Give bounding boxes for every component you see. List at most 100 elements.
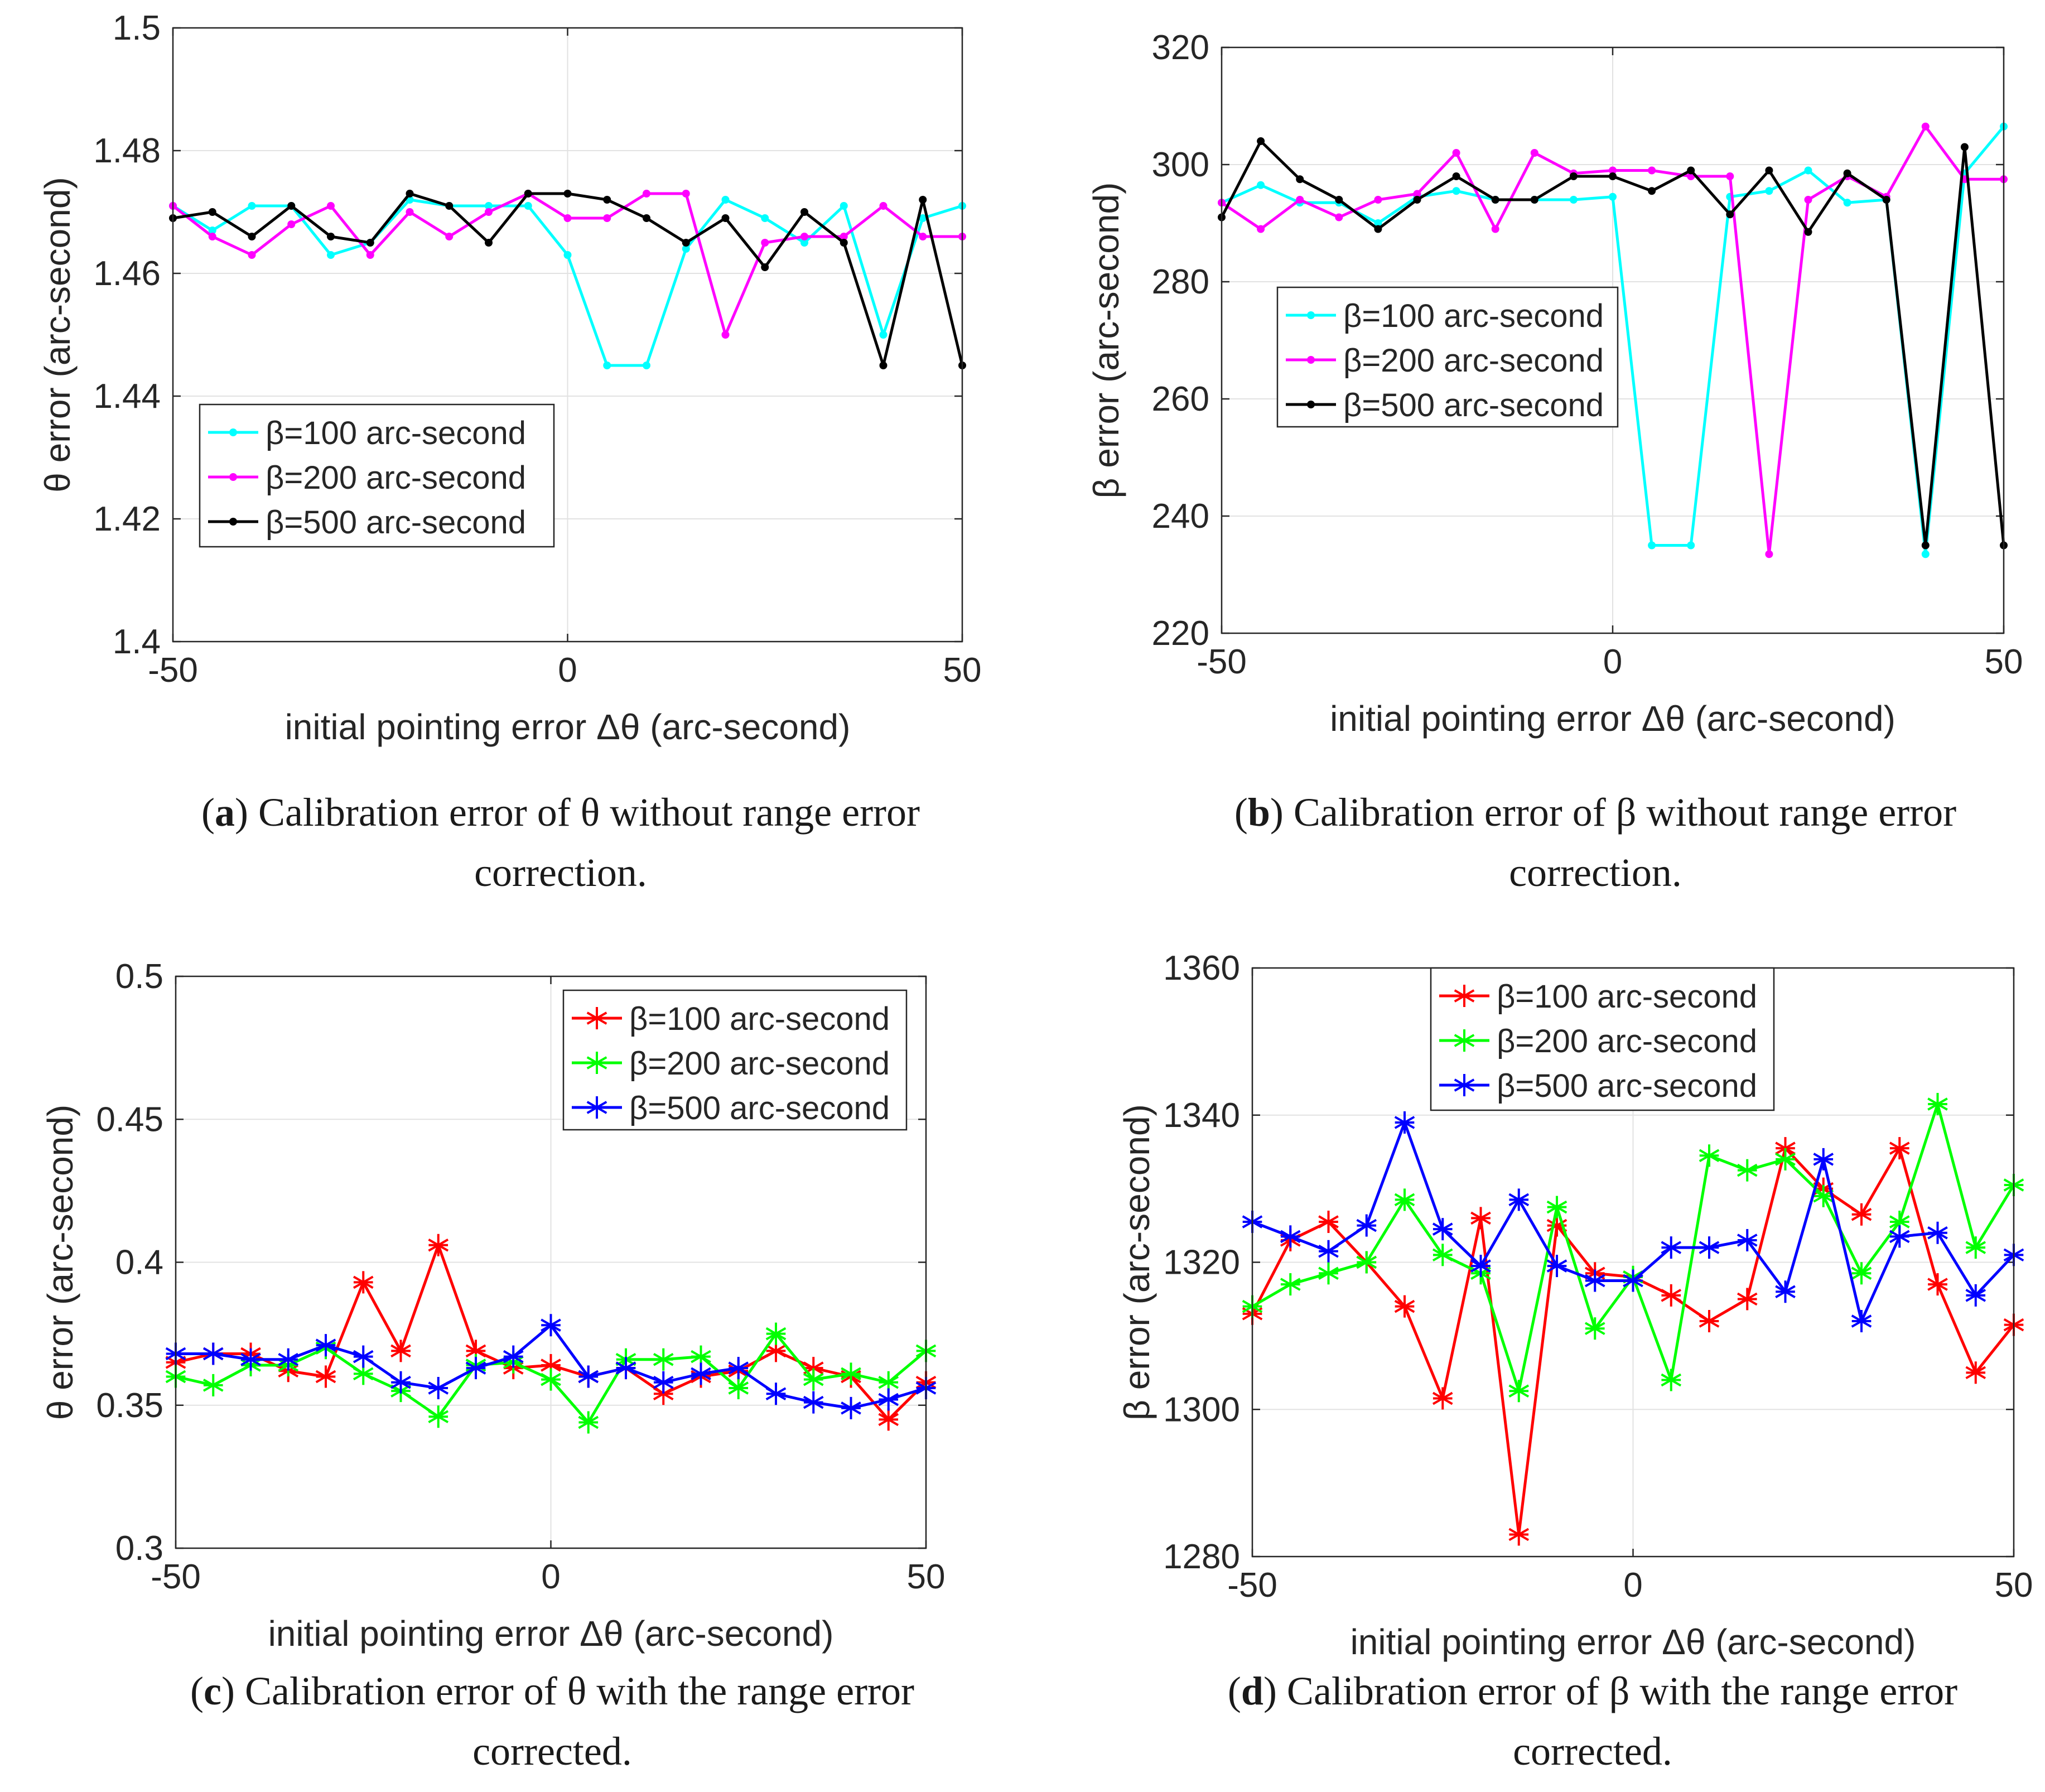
y-tick-label: 1.44 bbox=[93, 377, 161, 416]
chart-panel-c: -50 0 50 0.3 0.35 0.4 0.45 0.5 initial pointing … bbox=[40, 957, 945, 1774]
series-group bbox=[169, 190, 966, 369]
data-point bbox=[1726, 210, 1734, 219]
data-point bbox=[1394, 1188, 1415, 1211]
legend-marker bbox=[1307, 311, 1315, 319]
caption-letter: b bbox=[1248, 790, 1270, 835]
caption-text: ) Calibration error of β without range e… bbox=[1270, 790, 1956, 835]
data-point bbox=[603, 214, 611, 222]
x-tick-label: 0 bbox=[541, 1558, 560, 1596]
data-point bbox=[1546, 1196, 1567, 1218]
data-point bbox=[315, 1334, 336, 1357]
x-tick-label: -50 bbox=[151, 1558, 201, 1596]
legend: β=100 arc-second β=200 arc-second β=500 ar… bbox=[562, 989, 908, 1131]
data-point bbox=[1413, 190, 1421, 198]
data-point bbox=[919, 196, 927, 204]
data-point bbox=[1296, 175, 1304, 184]
data-point bbox=[541, 1368, 561, 1391]
data-point bbox=[1699, 1236, 1720, 1259]
data-point bbox=[1921, 122, 1930, 131]
legend-label-1: β=100 arc-second bbox=[629, 1001, 890, 1037]
legend: β=100 arc-second β=200 arc-second β=500 ar… bbox=[1276, 286, 1619, 428]
data-point bbox=[524, 202, 532, 210]
caption-text: ) Calibration error of β with the range … bbox=[1263, 1669, 1957, 1713]
data-point bbox=[541, 1314, 561, 1337]
data-point bbox=[366, 239, 374, 247]
axes-frame bbox=[172, 27, 963, 643]
x-tick-label: 0 bbox=[1603, 643, 1622, 681]
data-point bbox=[1765, 550, 1773, 558]
data-point bbox=[278, 1348, 299, 1371]
legend-label-1: β=100 arc-second bbox=[266, 415, 526, 451]
data-point bbox=[1851, 1310, 1872, 1332]
data-point bbox=[1508, 1188, 1530, 1211]
data-point bbox=[1648, 541, 1656, 550]
data-point bbox=[1804, 196, 1812, 204]
x-axis-label: initial pointing error Δθ (arc-second) bbox=[1330, 699, 1896, 739]
data-point bbox=[653, 1371, 674, 1394]
data-point bbox=[1318, 1262, 1339, 1285]
x-tick-label: 50 bbox=[943, 651, 982, 690]
data-point bbox=[1965, 1236, 1986, 1259]
caption-letter: c bbox=[204, 1669, 221, 1713]
legend-marker bbox=[229, 473, 237, 481]
data-point bbox=[1813, 1148, 1834, 1170]
caption-text: ) Calibration error of θ without range e… bbox=[235, 790, 920, 835]
data-point bbox=[390, 1340, 411, 1362]
data-point bbox=[1318, 1240, 1339, 1263]
data-point bbox=[1257, 181, 1265, 189]
data-point bbox=[465, 1357, 486, 1380]
data-point bbox=[563, 251, 572, 259]
data-point bbox=[840, 202, 848, 210]
data-point bbox=[1335, 196, 1343, 204]
y-tick-label: 0.35 bbox=[96, 1386, 163, 1425]
chart-panel-b: -50 0 50 220 240 260 280 300 320 initial pointing… bbox=[1086, 28, 2023, 895]
data-point bbox=[1775, 1280, 1796, 1303]
data-point bbox=[1413, 196, 1421, 204]
y-tick-label: 1300 bbox=[1163, 1390, 1240, 1429]
data-point bbox=[315, 1365, 336, 1388]
data-point bbox=[1889, 1225, 1910, 1248]
data-point bbox=[1374, 219, 1382, 227]
caption-line-2: corrected. bbox=[1513, 1729, 1672, 1774]
data-point bbox=[1530, 149, 1538, 157]
x-axis-label: initial pointing error Δθ (arc-second) bbox=[285, 707, 851, 747]
data-point bbox=[765, 1340, 787, 1362]
data-point bbox=[1452, 187, 1460, 195]
data-point bbox=[1737, 1159, 1758, 1182]
data-point bbox=[428, 1234, 449, 1256]
data-point bbox=[878, 1388, 899, 1411]
caption-letter: a bbox=[215, 790, 235, 835]
data-point bbox=[1508, 1380, 1530, 1403]
data-point bbox=[1765, 187, 1773, 195]
data-point bbox=[721, 196, 730, 204]
data-point bbox=[1699, 1144, 1720, 1167]
legend-label-1: β=100 arc-second bbox=[1497, 979, 1757, 1015]
legend-marker bbox=[229, 428, 237, 436]
caption-text: ) Calibration error of θ with the range … bbox=[221, 1669, 914, 1713]
x-axis-label: initial pointing error Δθ (arc-second) bbox=[1351, 1622, 1916, 1662]
data-point bbox=[691, 1362, 711, 1385]
data-point bbox=[800, 233, 808, 240]
data-point bbox=[643, 362, 650, 369]
caption-line-1: (a) Calibration error of θ without range… bbox=[201, 790, 920, 835]
data-point bbox=[428, 1405, 449, 1428]
data-point bbox=[1804, 166, 1812, 175]
legend-label-3: β=500 arc-second bbox=[1343, 387, 1604, 423]
y-tick-label: 300 bbox=[1152, 146, 1209, 184]
caption-line-1: (d) Calibration error of β with the rang… bbox=[1228, 1669, 1957, 1713]
y-tick-label: 1280 bbox=[1163, 1538, 1240, 1576]
data-point bbox=[1687, 166, 1695, 175]
data-point bbox=[248, 251, 256, 259]
data-point bbox=[208, 208, 216, 216]
x-axis-label: initial pointing error Δθ (arc-second) bbox=[268, 1613, 834, 1654]
legend-label-3: β=500 arc-second bbox=[266, 504, 526, 541]
legend-label-3: β=500 arc-second bbox=[1497, 1068, 1757, 1104]
axes-frame bbox=[1221, 46, 2005, 634]
data-point bbox=[653, 1348, 674, 1371]
data-point bbox=[445, 202, 454, 210]
data-point bbox=[287, 220, 296, 228]
caption-paren-open: ( bbox=[1234, 790, 1248, 835]
data-point bbox=[682, 245, 690, 253]
data-point bbox=[524, 190, 532, 197]
legend-label-3: β=500 arc-second bbox=[629, 1090, 890, 1126]
